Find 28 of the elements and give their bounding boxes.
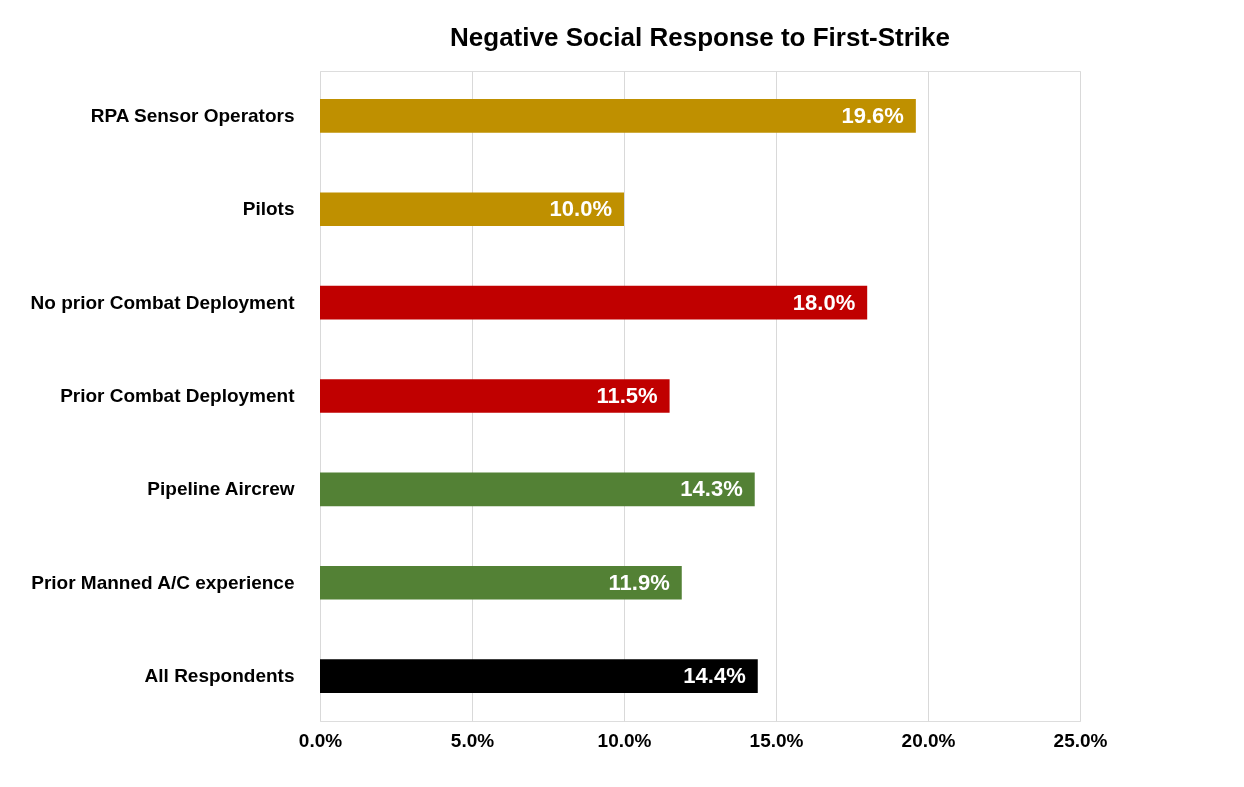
data-label: 14.3%: [680, 476, 743, 502]
y-tick-label: Prior Manned A/C experience: [31, 571, 295, 593]
chart-title: Negative Social Response to First-Strike: [450, 22, 950, 52]
bar: [320, 379, 670, 413]
y-tick-label: Prior Combat Deployment: [60, 385, 296, 406]
x-tick-label: 25.0%: [1053, 729, 1108, 751]
x-tick-label: 10.0%: [597, 729, 652, 751]
y-tick-label: Pipeline Aircrew: [147, 478, 295, 500]
data-label: 11.9%: [608, 569, 670, 595]
bar: [320, 565, 682, 600]
y-tick-label: No prior Combat Deployment: [30, 291, 296, 313]
x-tick-label: 5.0%: [450, 729, 495, 751]
y-tick-label: Pilots: [242, 198, 295, 220]
x-tick-label: 0.0%: [298, 729, 343, 751]
data-label: 19.6%: [841, 102, 904, 128]
bar: [320, 472, 755, 507]
x-tick-label: 15.0%: [749, 729, 804, 751]
data-label: 11.5%: [596, 383, 658, 408]
bar: [320, 285, 868, 320]
y-tick-label: All Respondents: [144, 665, 295, 687]
data-label: 18.0%: [792, 289, 856, 315]
x-tick-label: 20.0%: [901, 729, 956, 751]
bar: [320, 659, 758, 693]
data-label: 10.0%: [549, 196, 612, 222]
bar: [320, 192, 624, 227]
data-label: 14.4%: [683, 663, 746, 689]
y-tick-label: RPA Sensor Operators: [90, 104, 295, 126]
bar: [320, 99, 916, 133]
